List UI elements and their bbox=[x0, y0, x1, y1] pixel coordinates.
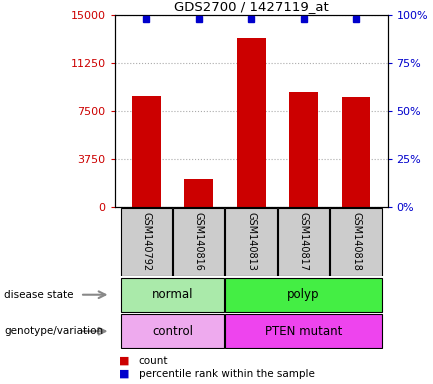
Bar bbox=[237, 38, 265, 207]
Text: control: control bbox=[152, 325, 193, 338]
Text: ■: ■ bbox=[119, 356, 129, 366]
Text: normal: normal bbox=[152, 288, 193, 301]
Bar bbox=[342, 97, 371, 207]
Bar bbox=[278, 208, 330, 276]
Bar bbox=[226, 208, 277, 276]
Bar bbox=[173, 208, 224, 276]
Text: GSM140817: GSM140817 bbox=[299, 212, 309, 271]
Text: GSM140792: GSM140792 bbox=[141, 212, 151, 271]
Text: GSM140813: GSM140813 bbox=[246, 212, 256, 271]
Text: polyp: polyp bbox=[288, 288, 320, 301]
Bar bbox=[120, 314, 224, 348]
Title: GDS2700 / 1427119_at: GDS2700 / 1427119_at bbox=[174, 0, 329, 13]
Bar bbox=[132, 96, 161, 207]
Bar bbox=[184, 179, 213, 207]
Bar bbox=[226, 278, 382, 311]
Text: count: count bbox=[139, 356, 168, 366]
Text: genotype/variation: genotype/variation bbox=[4, 326, 103, 336]
Bar bbox=[226, 314, 382, 348]
Bar bbox=[289, 92, 318, 207]
Text: PTEN mutant: PTEN mutant bbox=[265, 325, 343, 338]
Text: GSM140816: GSM140816 bbox=[194, 212, 204, 271]
Text: disease state: disease state bbox=[4, 290, 74, 300]
Bar bbox=[330, 208, 382, 276]
Bar bbox=[120, 278, 224, 311]
Text: percentile rank within the sample: percentile rank within the sample bbox=[139, 369, 314, 379]
Bar bbox=[120, 208, 172, 276]
Text: ■: ■ bbox=[119, 369, 129, 379]
Text: GSM140818: GSM140818 bbox=[351, 212, 361, 271]
